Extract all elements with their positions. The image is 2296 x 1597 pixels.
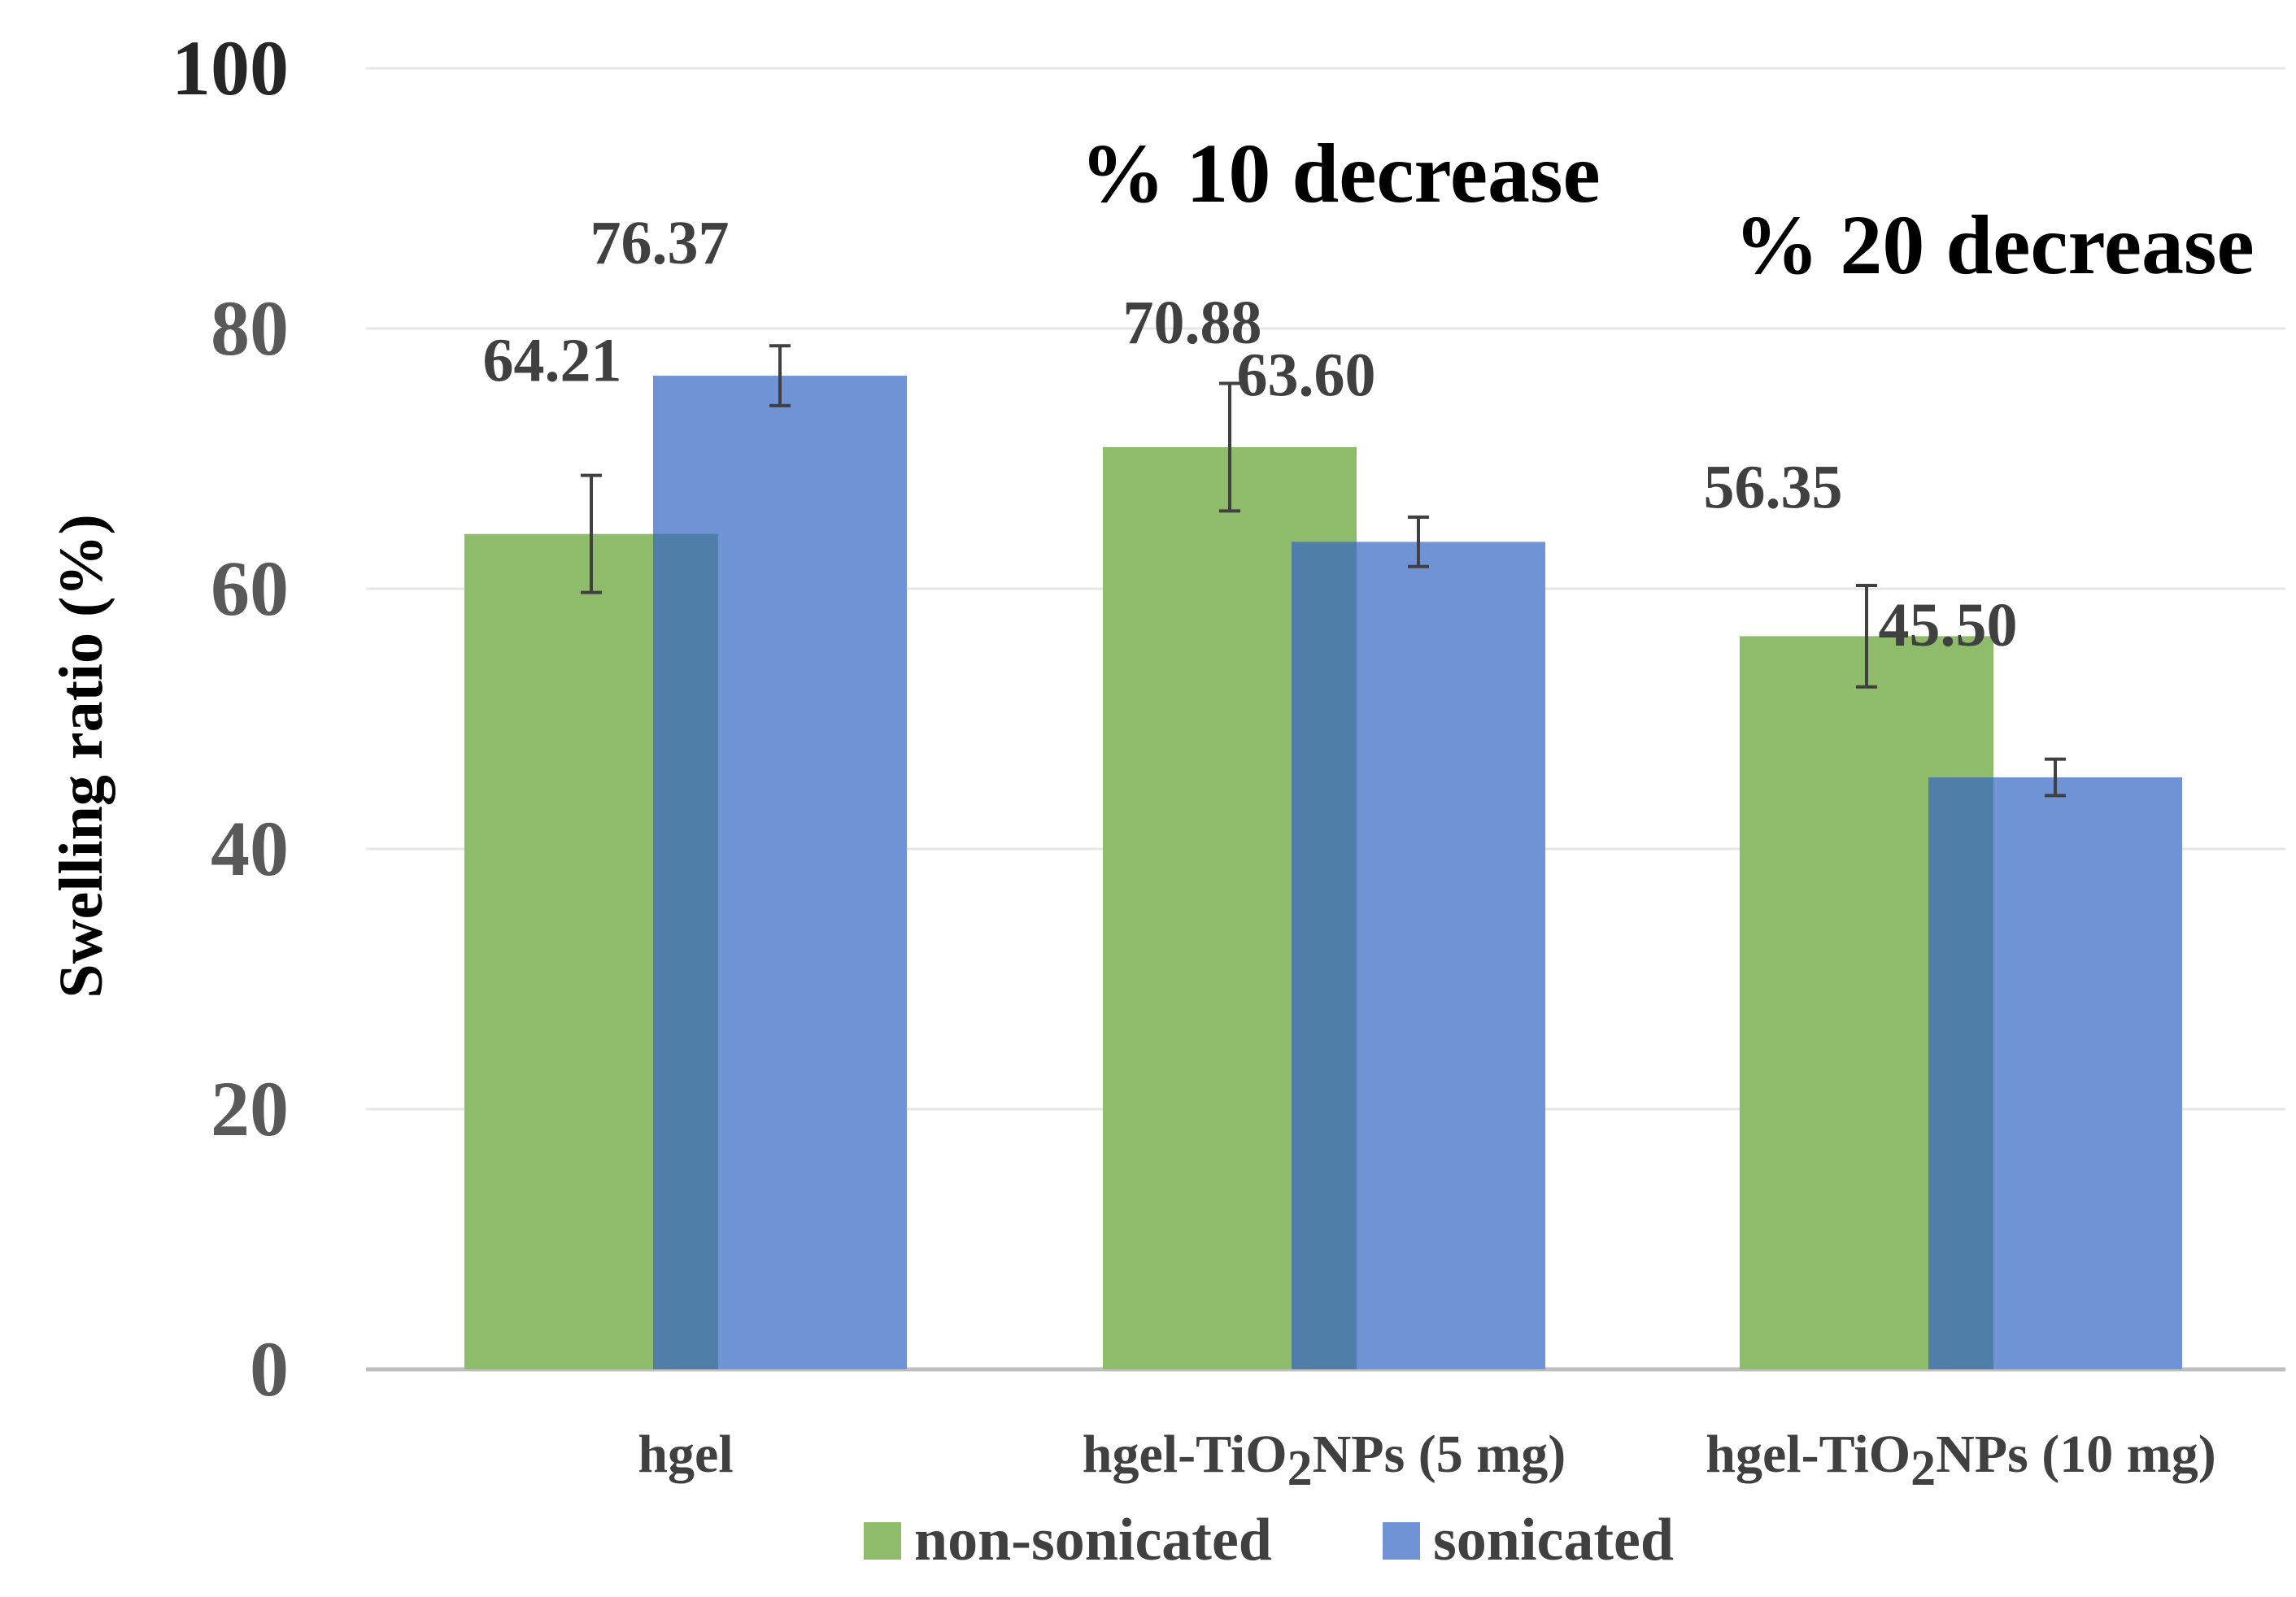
legend-label-non-sonicated: non-sonicated [914, 1507, 1272, 1573]
data-label-sonicated-0: 76.37 [590, 209, 730, 277]
annotation-20-percent-decrease: % 20 decrease [1734, 198, 2254, 292]
x-tick-label-0: hgel [638, 1425, 733, 1484]
y-tick-label-20: 20 [211, 1065, 289, 1152]
x-tick-label-1: hgel-TiO2NPs (5 mg) [1083, 1425, 1566, 1496]
y-tick-label-60: 60 [211, 545, 289, 632]
y-tick-label-40: 40 [211, 805, 289, 892]
bar-overlap-0 [653, 533, 718, 1369]
legend-label-sonicated: sonicated [1433, 1507, 1674, 1573]
axes: 0 20 40 60 80 100 hgel hgel-TiO2NPs (5 mg) hgel-… [172, 24, 2285, 1496]
y-tick-label-80: 80 [211, 285, 289, 372]
legend-swatch-non-sonicated [864, 1522, 901, 1560]
data-label-sonicated-2: 45.50 [1879, 591, 2018, 659]
bar-overlap-2 [1928, 777, 1993, 1369]
data-label-non-sonicated-2: 56.35 [1704, 453, 1843, 521]
data-label-sonicated-1: 63.60 [1237, 341, 1376, 409]
error-bars [581, 344, 2066, 798]
bar-overlap-1 [1292, 542, 1357, 1369]
bars [464, 376, 2182, 1370]
legend: non-sonicated sonicated [864, 1507, 1674, 1573]
y-axis-label: Swelling ratio (%) [47, 514, 115, 998]
legend-swatch-sonicated [1383, 1522, 1420, 1560]
data-label-non-sonicated-1: 70.88 [1123, 289, 1262, 357]
annotation-10-percent-decrease: % 10 decrease [1080, 127, 1600, 220]
x-tick-label-2: hgel-TiO2NPs (10 mg) [1706, 1425, 2215, 1496]
y-tick-label-100: 100 [172, 24, 289, 111]
data-label-non-sonicated-0: 64.21 [483, 327, 622, 395]
y-tick-label-0: 0 [250, 1325, 289, 1412]
